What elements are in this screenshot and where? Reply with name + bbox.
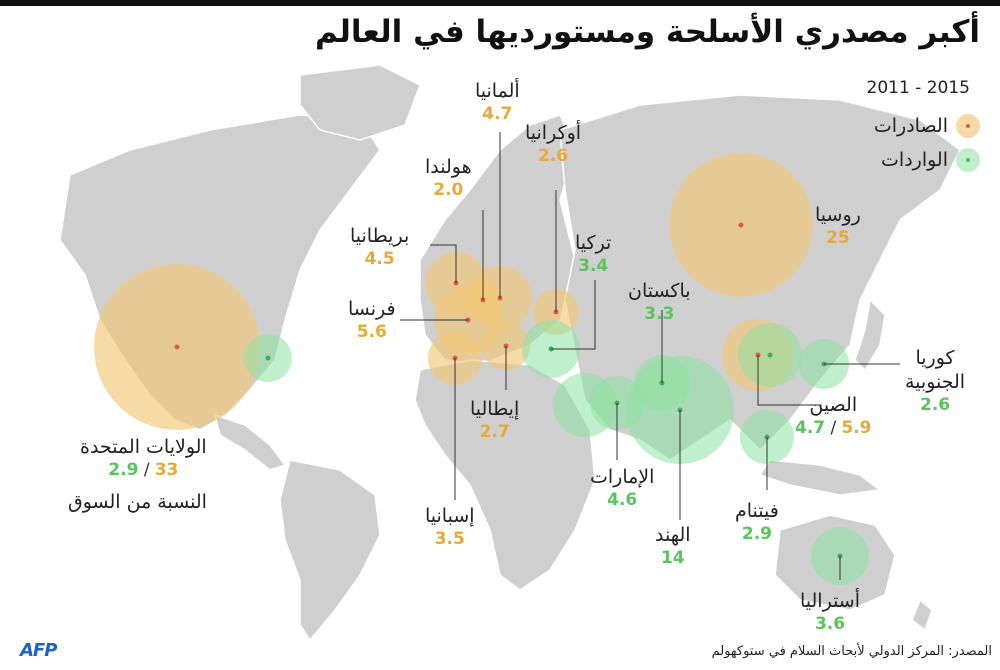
label-vietnam: فيتنام 2.9 — [735, 500, 779, 544]
period-label: 2011 - 2015 — [866, 78, 970, 98]
afp-logo: AFP — [20, 640, 57, 661]
central-america-land — [213, 413, 287, 471]
label-india: الهند 14 — [655, 524, 691, 568]
market-share-note: النسبة من السوق — [68, 491, 207, 513]
page-title: أكبر مصدري الأسلحة ومستورديها في العالم — [314, 14, 980, 50]
leader-china — [757, 355, 822, 406]
label-russia: روسيا 25 — [815, 204, 861, 248]
label-usa: الولايات المتحدة 33 / 2.9 — [80, 436, 207, 480]
import-dots — [265, 346, 843, 559]
leader-turkey — [551, 280, 596, 350]
label-germany: ألمانيا 4.7 — [475, 80, 520, 124]
greenland-land — [299, 64, 421, 141]
label-uae: الإمارات 4.6 — [590, 466, 655, 510]
label-netherlands: هولندا 2.0 — [425, 156, 472, 200]
legend-exports: الصادرات — [874, 114, 980, 138]
legend-exports-swatch — [956, 114, 980, 138]
source-credit: المصدر: المركز الدولي لأبحاث السلام في س… — [711, 644, 992, 659]
leader-uk — [430, 244, 457, 283]
legend-imports-swatch — [956, 148, 980, 172]
japan-land — [854, 298, 886, 372]
southeast-asia-islands — [758, 459, 882, 496]
legend-exports-label: الصادرات — [873, 115, 948, 137]
label-italy: إيطاليا 2.7 — [470, 398, 520, 442]
label-china: الصين 5.9 / 4.7 — [795, 394, 872, 438]
label-france: فرنسا 5.6 — [348, 298, 396, 342]
label-australia: أستراليا 3.6 — [800, 590, 861, 634]
label-turkey: تركيا 3.4 — [575, 232, 612, 276]
top-rule — [0, 0, 1000, 6]
label-uk: بريطانيا 4.5 — [350, 225, 410, 269]
new-zealand-land — [911, 598, 933, 632]
leader-lines — [400, 132, 900, 580]
label-pakistan: باكستان 3.3 — [628, 280, 691, 324]
south-america-land — [279, 459, 381, 642]
legend-imports-label: الواردات — [881, 149, 948, 171]
label-south-korea: كوريا الجنوبية 2.6 — [905, 347, 966, 415]
legend-imports: الواردات — [881, 148, 980, 172]
label-ukraine: أوكرانيا 2.6 — [525, 122, 582, 166]
label-spain: إسبانيا 3.5 — [425, 505, 475, 549]
